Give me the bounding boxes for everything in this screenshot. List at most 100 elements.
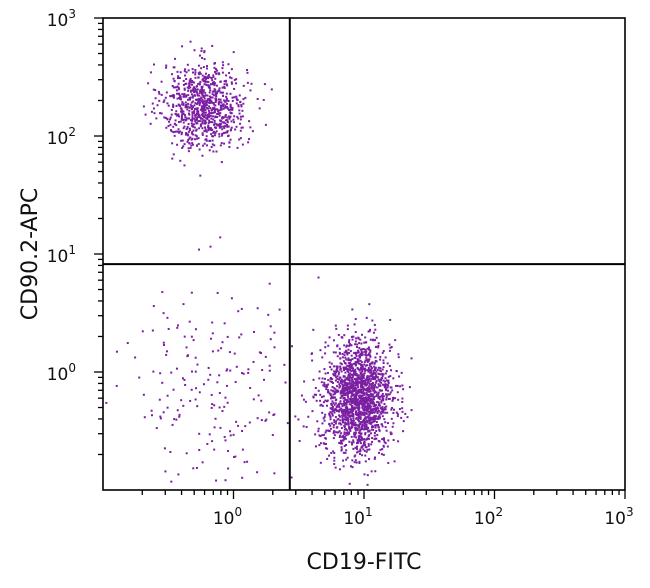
data-point [177,86,180,89]
data-point [323,381,326,384]
data-point [336,365,339,368]
data-point [362,375,365,378]
data-point [297,418,300,421]
data-point [239,137,242,140]
data-point [221,61,224,64]
data-point [187,112,190,115]
data-point [190,101,193,104]
data-point [315,445,318,448]
data-point [353,424,356,427]
data-point [199,124,202,127]
data-point [180,116,183,119]
data-point [160,93,163,96]
data-point [364,389,367,392]
data-point [207,366,210,369]
data-point [341,352,344,355]
data-point [361,403,364,406]
data-point [211,350,214,353]
data-point [205,67,208,70]
data-point [249,126,252,129]
data-point [387,384,390,387]
data-point [366,407,369,410]
data-point [363,363,366,366]
data-point [241,126,244,129]
data-point [166,316,169,319]
data-point [361,420,364,423]
data-point [354,340,357,343]
data-point [360,382,363,385]
data-point [368,419,371,422]
data-point [350,354,353,357]
data-point [367,370,370,373]
data-point [220,347,223,350]
data-point [220,108,223,111]
data-point [330,395,333,398]
data-point [224,80,227,83]
data-point [345,391,348,394]
data-point [379,373,382,376]
data-point [366,383,369,386]
data-point [214,77,217,80]
data-point [358,411,361,414]
data-point [378,451,381,454]
data-point [273,346,276,349]
data-point [384,380,387,383]
data-point [332,397,335,400]
data-point [176,92,179,95]
data-point [165,91,168,94]
data-point [324,346,327,349]
data-point [351,358,354,361]
x-tick-label: 100 [213,505,242,529]
data-point [373,416,376,419]
data-point [379,379,382,382]
data-point [347,378,350,381]
data-point [204,108,207,111]
data-point [363,441,366,444]
data-point [382,379,385,382]
data-point [368,422,371,425]
data-point [213,83,216,86]
data-point [356,404,359,407]
data-point [322,401,325,404]
data-point [198,82,201,85]
data-point [324,352,327,355]
data-point [374,376,377,379]
data-point [355,379,358,382]
data-point [222,121,225,124]
data-point [360,354,363,357]
data-point [198,103,201,106]
data-point [328,361,331,364]
data-point [210,133,213,136]
data-point [191,118,194,121]
data-point [378,389,381,392]
data-point [325,429,328,432]
data-point [364,384,367,387]
data-point [379,355,382,358]
data-point [256,97,259,100]
data-point [175,86,178,89]
data-point [196,108,199,111]
data-point [355,392,358,395]
data-point [213,106,216,109]
data-point [367,443,370,446]
data-point [361,438,364,441]
data-point [363,405,366,408]
data-point [392,411,395,414]
data-point [213,144,216,147]
data-point [332,365,335,368]
data-point [324,431,327,434]
data-point [182,127,185,130]
data-point [352,362,355,365]
data-point [178,88,181,91]
data-point [163,447,166,450]
data-point [201,133,204,136]
data-point [175,367,178,370]
data-point [357,377,360,380]
data-point [211,143,214,146]
data-point [165,66,168,69]
data-point [368,385,371,388]
data-point [361,367,364,370]
data-point [336,355,339,358]
data-point [380,399,383,402]
